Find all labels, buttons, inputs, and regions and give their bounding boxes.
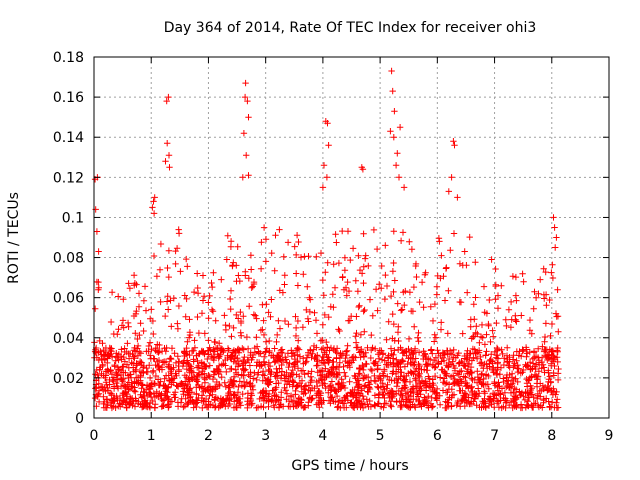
plot-frame — [93, 56, 610, 419]
x-tick-label: 9 — [605, 428, 614, 444]
y-tick-label: 0.16 — [53, 90, 84, 106]
y-tick-label: 0.12 — [53, 170, 84, 186]
axis-ticks-layer: 0 0.02 0.04 0.06 0.08 0.1 0.12 0.14 0.16 0.18 0 1 2 3… — [53, 50, 614, 444]
y-tick-label: 0.08 — [53, 251, 84, 267]
x-tick-label: 0 — [90, 428, 99, 444]
x-tick-label: 3 — [261, 428, 270, 444]
y-tick-label: 0.18 — [53, 50, 84, 66]
x-tick-label: 5 — [376, 428, 385, 444]
y-tick-label: 0.06 — [53, 291, 84, 307]
x-tick-label: 8 — [547, 428, 556, 444]
x-tick-label: 1 — [147, 428, 156, 444]
data-points-layer — [91, 67, 562, 412]
y-tick-label: 0.1 — [62, 210, 84, 226]
x-tick-label: 7 — [490, 428, 499, 444]
chart-title: Day 364 of 2014, Rate Of TEC Index for r… — [164, 20, 537, 36]
y-tick-label: 0.04 — [53, 331, 84, 347]
y-tick-label: 0.14 — [53, 130, 84, 146]
x-tick-label: 6 — [433, 428, 442, 444]
roti-point-markers — [91, 67, 562, 412]
y-tick-label: 0 — [75, 411, 84, 427]
x-tick-label: 2 — [204, 428, 213, 444]
x-tick-label: 4 — [318, 428, 327, 444]
y-axis-label: ROTI / TECUs — [6, 192, 22, 284]
y-tick-label: 0.02 — [53, 371, 84, 387]
x-axis-label: GPS time / hours — [291, 458, 408, 474]
